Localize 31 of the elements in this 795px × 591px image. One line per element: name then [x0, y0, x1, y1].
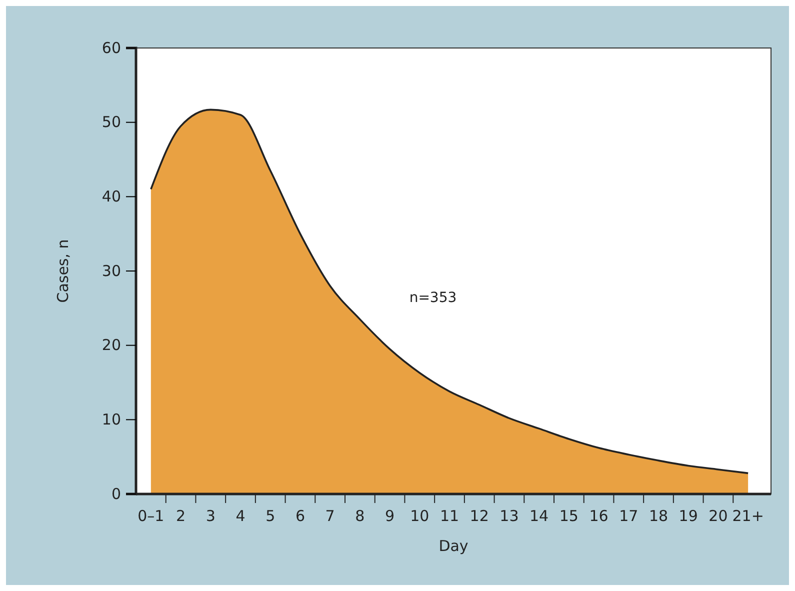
x-tick-label: 11	[440, 507, 460, 525]
y-tick-label: 20	[102, 336, 121, 354]
x-tick-label: 6	[295, 507, 305, 525]
x-tick-label: 15	[559, 507, 578, 525]
y-axis-title: Cases, n	[54, 239, 72, 303]
x-tick-label: 19	[678, 507, 698, 525]
x-tick-label: 5	[266, 507, 276, 525]
x-tick-label: 18	[648, 507, 668, 525]
x-tick-label: 9	[385, 507, 395, 525]
x-tick-label: 7	[325, 507, 335, 525]
x-axis-title: Day	[438, 537, 468, 555]
x-tick-label: 8	[355, 507, 365, 525]
x-tick-label: 20	[708, 507, 728, 525]
x-tick-label: 12	[470, 507, 489, 525]
x-tick-label: 3	[206, 507, 216, 525]
annotation: n=353	[409, 290, 457, 306]
x-tick-label: 16	[589, 507, 608, 525]
y-tick-label: 30	[102, 262, 121, 280]
y-tick-label: 50	[102, 113, 121, 132]
y-tick-label: 10	[102, 410, 121, 428]
y-tick-label: 40	[102, 187, 121, 206]
y-tick-label: 60	[102, 38, 121, 57]
y-tick-label: 0	[111, 484, 121, 503]
x-tick-label: 4	[236, 507, 246, 525]
x-tick-label: 2	[176, 507, 186, 525]
x-tick-label: 0–1	[138, 507, 164, 525]
x-tick-label: 21+	[732, 507, 764, 525]
x-tick-label: 17	[619, 507, 638, 525]
x-tick-label: 13	[500, 507, 519, 525]
x-tick-label: 14	[530, 507, 549, 525]
x-tick-label: 10	[410, 507, 430, 525]
